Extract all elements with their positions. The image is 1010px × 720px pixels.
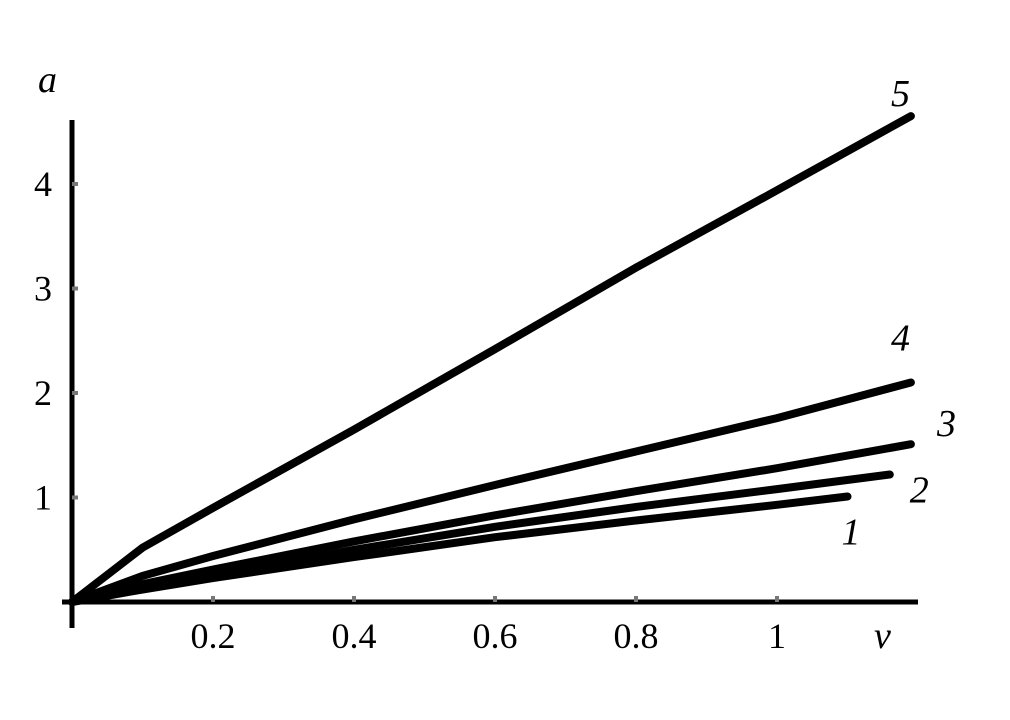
x-tick-label: 0.6 [473,616,518,656]
series [68,112,915,606]
series-line-1 [68,492,852,606]
x-tick-label: 0.8 [614,616,659,656]
series-label-4: 4 [891,318,910,360]
series-label-3: 3 [936,403,956,445]
y-tick-label: 3 [34,269,52,309]
x-axis-label: v [874,615,891,657]
y-tick-label: 1 [34,478,52,518]
x-tick-label: 0.2 [191,616,236,656]
series-label-2: 2 [910,470,929,512]
series-line-3 [68,440,915,606]
ticks: 0.2 0.4 0.6 0.8 1 1 2 3 4 [34,164,786,656]
series-label-5: 5 [891,73,910,115]
y-tick-label: 4 [34,164,52,204]
x-tick-label: 1 [768,616,786,656]
y-tick-label: 2 [34,373,52,413]
series-line-5 [68,112,915,606]
x-tick-label: 0.4 [332,616,377,656]
y-axis-label: a [38,59,57,101]
series-label-1: 1 [842,511,861,553]
series-line-4 [68,378,915,606]
